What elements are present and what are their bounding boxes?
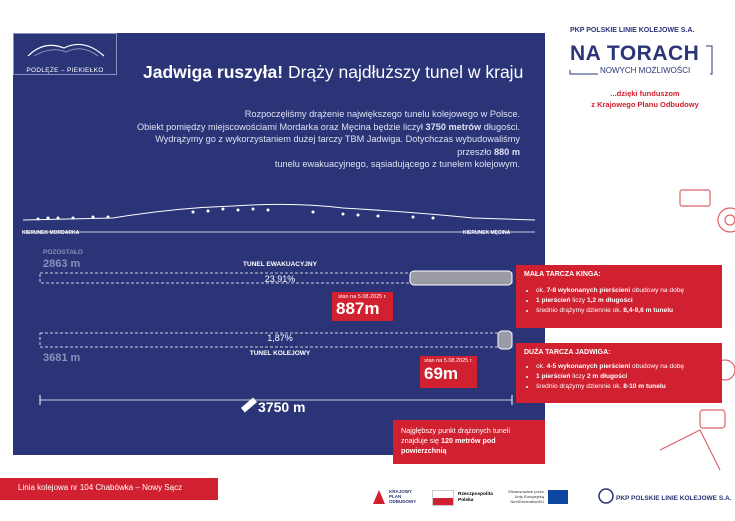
logo: PODLĘŻE – PIEKIEŁKO — [13, 33, 117, 75]
eu-flag — [548, 489, 569, 504]
bullet: średnio drążymy dziennie ok. 8,4-9,6 m t… — [536, 306, 714, 316]
text: obudowy na dobę — [630, 287, 685, 294]
remaining: 3681 m — [43, 352, 81, 364]
kinga-box: MAŁA TARCZA KINGA: ok. 7-8 wykonanych pi… — [516, 265, 722, 328]
funding-line: ...dzięki funduszom — [610, 89, 680, 98]
status-value: 887m — [336, 299, 380, 318]
description: Rozpoczęliśmy drążenie największego tune… — [120, 108, 520, 171]
footer-line: Linia kolejowa nr 104 Chabówka – Nowy Są… — [0, 478, 218, 500]
status-date: stan na 5.08.2025 r. — [338, 294, 387, 300]
flag — [432, 490, 454, 506]
status-value: 69m — [424, 364, 459, 383]
title-rest: Drąży najdłuższy tunel w kraju — [287, 62, 524, 82]
tunnel-bar — [39, 332, 513, 348]
status-box: stan na 5.08.2025 r. 69m — [420, 356, 477, 388]
text-bold: 880 m — [493, 146, 520, 157]
note: Najgłębszy punkt drążonych tuneli znajdu… — [393, 420, 545, 464]
text: Polska — [458, 498, 474, 503]
kpo-icon — [373, 489, 385, 504]
box-title: DUŻA TARCZA JADWIGA: — [524, 349, 611, 356]
remaining: 2863 m — [43, 258, 81, 270]
funding: ...dzięki funduszom z Krajowego Planu Od… — [570, 88, 720, 110]
text: Unię Europejską — [514, 494, 545, 499]
pkp-text: PKP POLSKIE LINIE KOLEJOWE S.A. — [616, 495, 732, 502]
company: PKP POLSKIE LINIE KOLEJOWE S.A. — [570, 27, 695, 34]
bullet: 1 pierścień liczy 1,2 m długości — [536, 296, 714, 306]
text: Sfinansowane przez — [508, 489, 545, 494]
percent: 23,91% — [264, 274, 296, 284]
text-bold: 1,2 m długości — [586, 297, 633, 304]
eu-text: Sfinansowane przez Unię Europejską NextGen… — [508, 489, 544, 504]
bullets: ok. 4-5 wykonanych pierścieni obudowy na… — [524, 362, 714, 392]
text-bold: 8,4-9,6 m tunelu — [623, 307, 674, 314]
text-bold: 1 pierścień — [536, 373, 571, 380]
text: Rzeczpospolita — [458, 492, 493, 497]
rp-text: Rzeczpospolita Polska — [458, 492, 493, 504]
text: liczy — [570, 297, 587, 304]
text-bold: 3750 metrów — [425, 121, 482, 132]
text-bold: 2 m długości — [586, 373, 628, 380]
remaining-label: POZOSTAŁO — [43, 249, 83, 256]
text: tunelu ewakuacyjnego, sąsiadującego z tu… — [274, 159, 520, 169]
text: ODBUDOWY — [389, 499, 417, 504]
bullet: ok. 4-5 wykonanych pierścieni obudowy na… — [536, 362, 714, 372]
ruler-icon — [240, 397, 258, 413]
slogan: NA TORACH — [570, 42, 700, 65]
text: Najgłębszy punkt drążonych tuneli znajdu… — [401, 426, 511, 445]
jadwiga-box: DUŻA TARCZA JADWIGA: ok. 4-5 wykonanych … — [516, 343, 722, 403]
rp-logo: Rzeczpospolita Polska — [432, 490, 493, 506]
text-bold: pod powierzchnią — [401, 436, 496, 455]
trees — [36, 207, 435, 221]
slogan-frame — [569, 45, 713, 75]
logo-text: PODLĘŻE – PIEKIEŁKO — [26, 67, 104, 74]
status-date: stan na 5.08.2025 r. — [424, 358, 473, 364]
bullet: ok. 7-8 wykonanych pierścieni obudowy na… — [536, 286, 714, 296]
text-bold: 4-5 wykonanych pierścieni — [546, 363, 631, 370]
text: obudowy na dobę — [630, 363, 685, 370]
text: KRAJOWY — [389, 489, 413, 494]
eu-logo: Sfinansowane przez Unię Europejską NextGen… — [508, 489, 569, 504]
funding-line: z Krajowego Planu Odbudowy — [591, 100, 699, 109]
bullet: 1 pierścień liczy 2 m długości — [536, 372, 714, 382]
text-bold: 8-10 m tunelu — [623, 383, 666, 390]
decor — [649, 189, 735, 471]
kpo-text: KRAJOWY PLAN ODBUDOWY — [389, 489, 416, 504]
status-box: stan na 5.08.2025 r. 887m — [332, 292, 393, 321]
text: ok. — [536, 287, 547, 294]
terrain — [22, 203, 536, 221]
direction-left: KIERUNEK MORDARKA — [22, 230, 80, 236]
text-bold: 1 pierścień — [536, 297, 571, 304]
slogan-sub: NOWYCH MOŻLIWOŚCI — [600, 66, 691, 75]
bullet: średnio drążymy dziennie ok. 8-10 m tune… — [536, 382, 714, 392]
title: Jadwiga ruszyła! Drąży najdłuższy tunel … — [143, 62, 523, 83]
logo-icon — [27, 43, 105, 57]
tunnel-name: TUNEL KOLEJOWY — [249, 350, 311, 357]
title-bold: Jadwiga ruszyła! — [143, 62, 284, 82]
text: liczy — [570, 373, 587, 380]
text: średnio drążymy dziennie ok. — [536, 307, 624, 314]
tunnel-progress — [497, 330, 513, 350]
text: średnio drążymy dziennie ok. — [536, 383, 624, 390]
kpo-logo: KRAJOWY PLAN ODBUDOWY — [373, 489, 416, 504]
tunnel-diagram — [22, 203, 536, 413]
tunnel-name: TUNEL EWAKUACYJNY — [243, 261, 317, 268]
text-bold: 120 metrów — [440, 436, 481, 445]
text: Wydrążymy go z wykorzystaniem dużej tarc… — [155, 134, 520, 157]
percent: 1,87% — [267, 333, 293, 343]
direction-right: KIERUNEK MĘCINA — [463, 230, 511, 236]
text: Obiekt pomiędzy miejscowościami Mordarka… — [137, 121, 426, 132]
text: NextGenerationEU — [510, 499, 545, 504]
pkp-icon — [598, 488, 614, 504]
tunnel-progress — [409, 270, 513, 286]
text: Rozpoczęliśmy drążenie największego tune… — [244, 109, 520, 119]
text: długości. — [481, 121, 520, 132]
text-bold: 7-8 wykonanych pierścieni — [546, 287, 631, 294]
bullets: ok. 7-8 wykonanych pierścieni obudowy na… — [524, 286, 714, 316]
total-length: 3750 m — [258, 399, 306, 415]
text: ok. — [536, 363, 547, 370]
box-title: MAŁA TARCZA KINGA: — [524, 271, 601, 278]
text: PLAN — [389, 494, 402, 499]
